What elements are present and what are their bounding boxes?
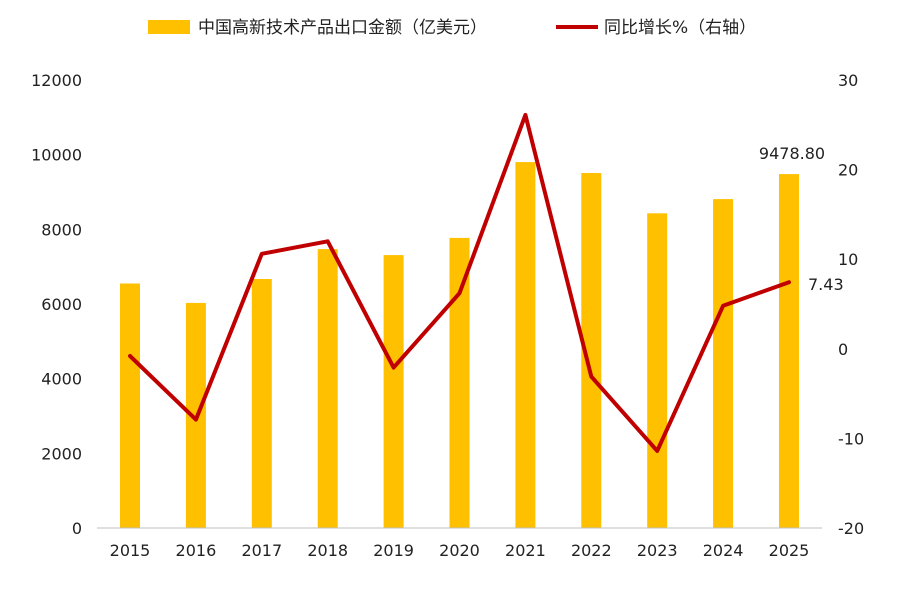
bar-2021: [515, 162, 536, 528]
x-axis-tick-label: 2015: [110, 541, 151, 560]
right-axis-tick-label: 0: [838, 340, 848, 359]
growth-line-group: [128, 112, 791, 453]
right-axis-ticks: -20 -10 0 10 20 30: [838, 71, 864, 538]
bar-2017: [251, 279, 272, 528]
right-axis-tick-label: 10: [838, 250, 858, 269]
left-axis-tick-label: 4000: [41, 370, 82, 389]
x-axis-tick-label: 2018: [307, 541, 348, 560]
line-data-label-2025: 7.43: [808, 275, 844, 294]
bar-2023: [647, 213, 668, 529]
bar-2025: [779, 174, 799, 528]
legend-swatch-export-amount: [148, 20, 190, 34]
right-axis-tick-label: 30: [838, 71, 858, 90]
legend: 中国高新技术产品出口金额（亿美元） 同比增长%（右轴）: [148, 18, 756, 38]
bar-2020: [449, 237, 470, 528]
legend-label-yoy-growth: 同比增长%（右轴）: [604, 18, 756, 38]
x-axis-tick-label: 2023: [637, 541, 678, 560]
legend-label-export-amount: 中国高新技术产品出口金额（亿美元）: [198, 18, 487, 38]
x-axis-tick-label: 2017: [241, 541, 282, 560]
x-axis-tick-label: 2019: [373, 541, 414, 560]
bar-2015: [120, 283, 140, 528]
right-axis-tick-label: -10: [838, 429, 864, 448]
x-axis-tick-label: 2021: [505, 541, 546, 560]
left-axis-tick-label: 10000: [31, 146, 82, 165]
x-axis-tick-label: 2022: [571, 541, 612, 560]
left-axis-ticks: 0 2000 4000 6000 8000 10000 12000: [31, 71, 82, 538]
left-axis-tick-label: 2000: [41, 444, 82, 463]
left-axis-tick-label: 8000: [41, 220, 82, 239]
right-axis-tick-label: -20: [838, 519, 864, 538]
x-axis-ticks: 2015 2016 2017 2018 2019 2020 2021 2022 2023 2024…: [110, 541, 810, 560]
bar-2019: [383, 255, 404, 528]
bar-2018: [317, 249, 338, 528]
bars-group: [120, 162, 799, 529]
left-axis-tick-label: 0: [72, 519, 82, 538]
growth-line: [128, 112, 791, 453]
bar-2024: [713, 199, 734, 528]
x-axis-tick-label: 2024: [703, 541, 744, 560]
x-axis-tick-label: 2016: [176, 541, 217, 560]
left-axis-tick-label: 12000: [31, 71, 82, 90]
bar-data-label-2025: 9478.80: [759, 144, 825, 163]
x-axis-tick-label: 2025: [769, 541, 810, 560]
bar-2022: [581, 173, 602, 528]
right-axis-tick-label: 20: [838, 161, 858, 180]
left-axis-tick-label: 6000: [41, 295, 82, 314]
x-axis-tick-label: 2020: [439, 541, 480, 560]
